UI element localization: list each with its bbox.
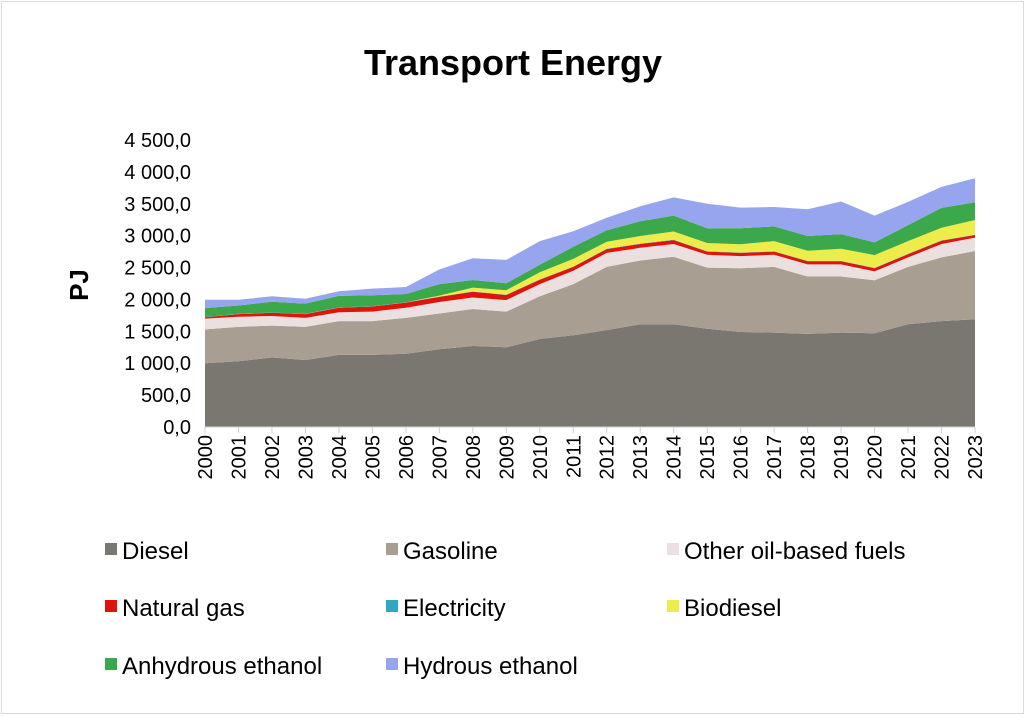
y-tick-label: 0,0 — [163, 417, 191, 439]
x-tick-label: 2023 — [965, 435, 987, 480]
legend-swatch — [105, 600, 117, 612]
legend-label: Hydrous ethanol — [403, 653, 578, 680]
y-tick-label: 4 000,0 — [124, 162, 191, 184]
x-tick-label: 2020 — [865, 435, 887, 480]
x-tick-label: 2017 — [764, 435, 786, 480]
legend-label: Anhydrous ethanol — [122, 653, 322, 680]
legend-swatch — [105, 543, 117, 555]
legend-swatch — [667, 600, 679, 612]
area-biodiesel — [205, 220, 975, 317]
legend: Diesel Gasoline Other oil-based fuels Natur… — [105, 538, 905, 680]
legend-item-other-oil-based-fuels: Other oil-based fuels — [667, 538, 905, 565]
legend-item-gasoline: Gasoline — [386, 538, 498, 565]
y-tick-label: 1 500,0 — [124, 321, 191, 343]
x-tick-label: 2006 — [396, 435, 418, 480]
x-tick-label: 2019 — [831, 435, 853, 480]
area-anhydrous-ethanol — [205, 202, 975, 317]
x-tick-label: 2021 — [898, 435, 920, 480]
x-tick-label: 2022 — [932, 435, 954, 480]
x-tick-label: 2010 — [530, 435, 552, 480]
legend-label: Electricity — [403, 595, 506, 622]
legend-item-diesel: Diesel — [105, 538, 189, 565]
x-tick-label: 2018 — [798, 435, 820, 480]
x-axis-ticks: 2000 2001 2002 2003 2004 2005 2006 2007 2008 2009… — [195, 427, 987, 480]
legend-label: Gasoline — [403, 538, 498, 565]
area-natural-gas — [205, 235, 975, 319]
x-tick-label: 2005 — [362, 435, 384, 480]
legend-label: Diesel — [122, 538, 189, 565]
x-tick-label: 2002 — [262, 435, 284, 480]
x-tick-label: 2015 — [697, 435, 719, 480]
x-tick-label: 2012 — [597, 435, 619, 480]
legend-swatch — [105, 658, 117, 670]
x-tick-label: 2008 — [463, 435, 485, 480]
x-tick-label: 2007 — [429, 435, 451, 480]
area-diesel — [205, 319, 975, 427]
y-tick-label: 2 000,0 — [124, 289, 191, 311]
y-tick-label: 1 000,0 — [124, 353, 191, 375]
y-axis-ticks: 0,0 500,0 1 000,0 1 500,0 2 000,0 2 500,0 3 00… — [124, 130, 191, 439]
legend-swatch — [386, 543, 398, 555]
x-tick-label: 2004 — [329, 435, 351, 480]
y-tick-label: 3 000,0 — [124, 226, 191, 248]
x-tick-label: 2009 — [496, 435, 518, 480]
y-axis-label: PJ — [64, 269, 94, 301]
area-layer — [205, 178, 975, 427]
area-other-oil-based-fuels — [205, 237, 975, 330]
y-tick-label: 2 500,0 — [124, 258, 191, 280]
legend-swatch — [667, 543, 679, 555]
x-tick-label: 2014 — [664, 435, 686, 480]
legend-item-hydrous-ethanol: Hydrous ethanol — [386, 653, 578, 680]
legend-label: Biodiesel — [684, 595, 781, 622]
x-tick-label: 2001 — [228, 435, 250, 480]
legend-swatch — [386, 658, 398, 670]
x-tick-label: 2013 — [630, 435, 652, 480]
x-tick-label: 2011 — [563, 435, 585, 478]
y-tick-label: 3 500,0 — [124, 194, 191, 216]
legend-item-biodiesel: Biodiesel — [667, 595, 781, 622]
x-tick-label: 2000 — [195, 435, 217, 480]
area-hydrous-ethanol — [205, 178, 975, 309]
x-tick-label: 2016 — [731, 435, 753, 480]
legend-item-natural-gas: Natural gas — [105, 595, 245, 622]
legend-item-anhydrous-ethanol: Anhydrous ethanol — [105, 653, 322, 680]
legend-label: Natural gas — [122, 595, 245, 622]
legend-swatch — [386, 600, 398, 612]
y-tick-label: 500,0 — [141, 385, 191, 407]
legend-item-electricity: Electricity — [386, 595, 506, 622]
y-tick-label: 4 500,0 — [124, 130, 191, 152]
x-tick-label: 2003 — [295, 435, 317, 480]
area-gasoline — [205, 251, 975, 364]
chart-title: Transport Energy — [364, 42, 662, 83]
legend-label: Other oil-based fuels — [684, 538, 905, 565]
